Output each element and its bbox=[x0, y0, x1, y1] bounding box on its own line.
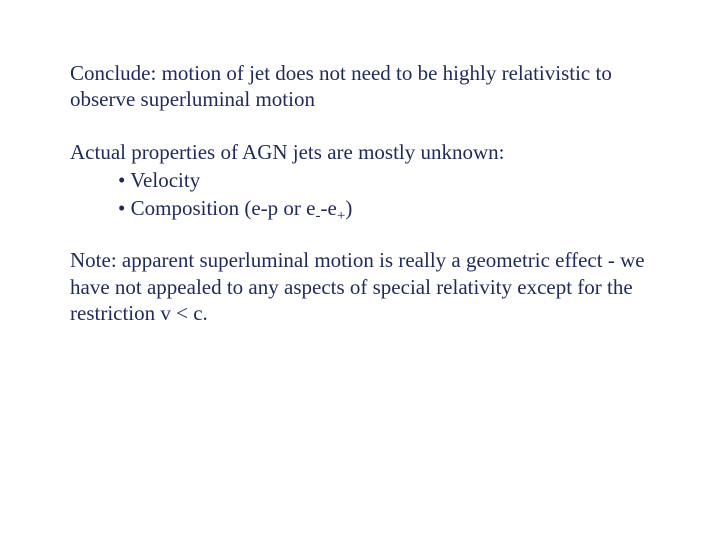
paragraph-conclude: Conclude: motion of jet does not need to… bbox=[70, 60, 650, 113]
bullet-list: • Velocity • Composition (e-p or e--e+) bbox=[118, 167, 650, 222]
properties-lead: Actual properties of AGN jets are mostly… bbox=[70, 139, 650, 165]
paragraph-note: Note: apparent superluminal motion is re… bbox=[70, 247, 650, 326]
bullet-velocity: • Velocity bbox=[118, 167, 650, 193]
composition-suffix: ) bbox=[345, 196, 352, 220]
slide-body: Conclude: motion of jet does not need to… bbox=[0, 0, 720, 540]
bullet-composition: • Composition (e-p or e--e+) bbox=[118, 195, 650, 221]
composition-prefix: • Composition (e-p or e bbox=[118, 196, 316, 220]
paragraph-properties: Actual properties of AGN jets are mostly… bbox=[70, 139, 650, 222]
composition-mid: -e bbox=[321, 196, 337, 220]
